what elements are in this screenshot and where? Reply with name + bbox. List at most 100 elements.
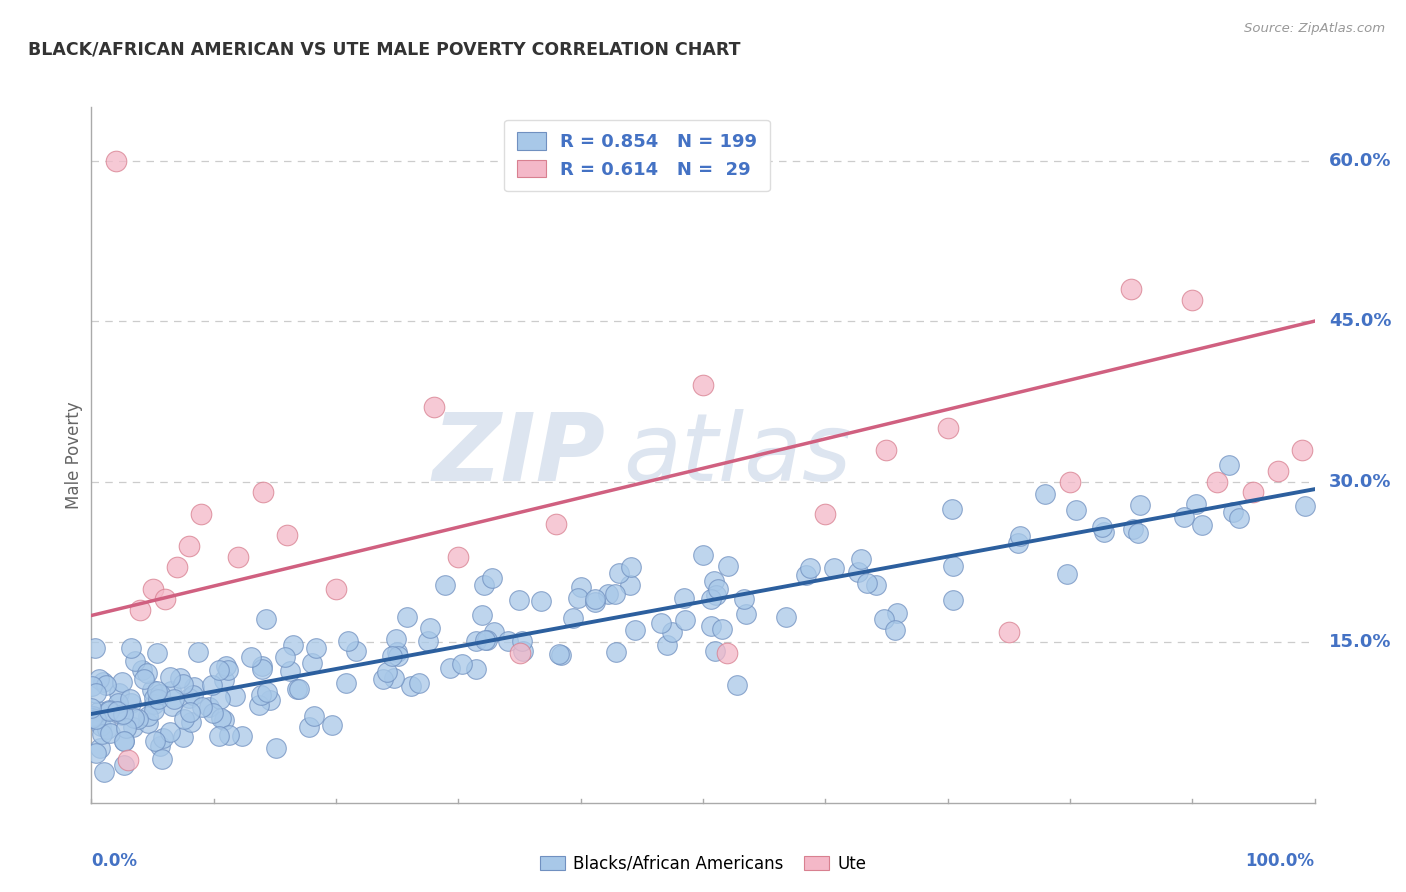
Point [285, 682, 308, 697]
Point [408, 675, 430, 690]
Point [707, 582, 730, 596]
Point [93, 765, 115, 780]
Point [381, 648, 404, 663]
Point [814, 507, 837, 521]
Point [80, 711, 103, 725]
Point [1090, 520, 1112, 534]
Point [152, 731, 174, 745]
Point [149, 687, 172, 701]
Point [884, 624, 907, 638]
Point [217, 663, 239, 677]
Point [508, 593, 530, 607]
Legend: Blacks/African Americans, Ute: Blacks/African Americans, Ute [533, 848, 873, 880]
Point [276, 528, 298, 542]
Point [141, 582, 163, 596]
Point [142, 703, 165, 717]
Point [124, 654, 146, 668]
Point [447, 549, 470, 564]
Point [264, 741, 287, 756]
Point [136, 709, 159, 723]
Point [82, 709, 104, 723]
Point [100, 726, 122, 740]
Point [281, 639, 304, 653]
Point [191, 700, 214, 714]
Point [650, 616, 672, 631]
Point [90, 718, 112, 732]
Point [212, 713, 235, 727]
Point [704, 588, 727, 602]
Point [259, 693, 281, 707]
Point [250, 688, 273, 702]
Point [692, 378, 714, 392]
Point [1059, 475, 1081, 489]
Point [115, 721, 138, 735]
Point [149, 739, 172, 753]
Point [941, 501, 963, 516]
Point [481, 571, 503, 585]
Point [775, 610, 797, 624]
Point [278, 664, 301, 678]
Point [136, 715, 159, 730]
Point [661, 625, 683, 640]
Point [1126, 525, 1149, 540]
Point [548, 647, 571, 661]
Text: ZIP: ZIP [432, 409, 605, 501]
Point [450, 657, 472, 671]
Point [153, 592, 176, 607]
Point [942, 558, 965, 573]
Point [849, 552, 872, 566]
Point [143, 697, 166, 711]
Point [1294, 500, 1316, 514]
Point [335, 676, 357, 690]
Legend: R = 0.854   N = 199, R = 0.614   N =  29: R = 0.854 N = 199, R = 0.614 N = 29 [505, 120, 769, 192]
Point [247, 698, 270, 713]
Point [97, 704, 120, 718]
Point [619, 578, 641, 592]
Point [399, 679, 422, 693]
Point [302, 709, 325, 723]
Point [550, 648, 572, 663]
Point [146, 684, 169, 698]
Point [1291, 442, 1313, 457]
Point [546, 517, 568, 532]
Point [496, 633, 519, 648]
Point [305, 641, 328, 656]
Point [1267, 464, 1289, 478]
Point [214, 659, 236, 673]
Point [700, 618, 723, 632]
Point [1066, 502, 1088, 516]
Point [941, 593, 963, 607]
Point [180, 714, 202, 729]
Point [471, 608, 494, 623]
Point [250, 662, 273, 676]
Point [132, 672, 155, 686]
Point [301, 656, 323, 670]
Point [848, 565, 870, 579]
Point [104, 153, 127, 168]
Point [703, 574, 725, 588]
Point [416, 633, 439, 648]
Point [146, 691, 169, 706]
Point [998, 624, 1021, 639]
Point [1227, 511, 1250, 525]
Point [83, 710, 105, 724]
Point [142, 690, 165, 705]
Point [179, 705, 201, 719]
Point [112, 734, 135, 748]
Point [512, 644, 534, 658]
Point [84, 686, 107, 700]
Point [159, 670, 181, 684]
Point [112, 707, 135, 722]
Point [256, 684, 278, 698]
Point [865, 577, 887, 591]
Point [86, 712, 108, 726]
Point [673, 613, 696, 627]
Point [856, 575, 879, 590]
Point [121, 720, 143, 734]
Text: 15.0%: 15.0% [1329, 633, 1392, 651]
Point [1243, 485, 1265, 500]
Point [274, 650, 297, 665]
Point [166, 560, 188, 574]
Point [385, 632, 408, 646]
Point [583, 591, 606, 606]
